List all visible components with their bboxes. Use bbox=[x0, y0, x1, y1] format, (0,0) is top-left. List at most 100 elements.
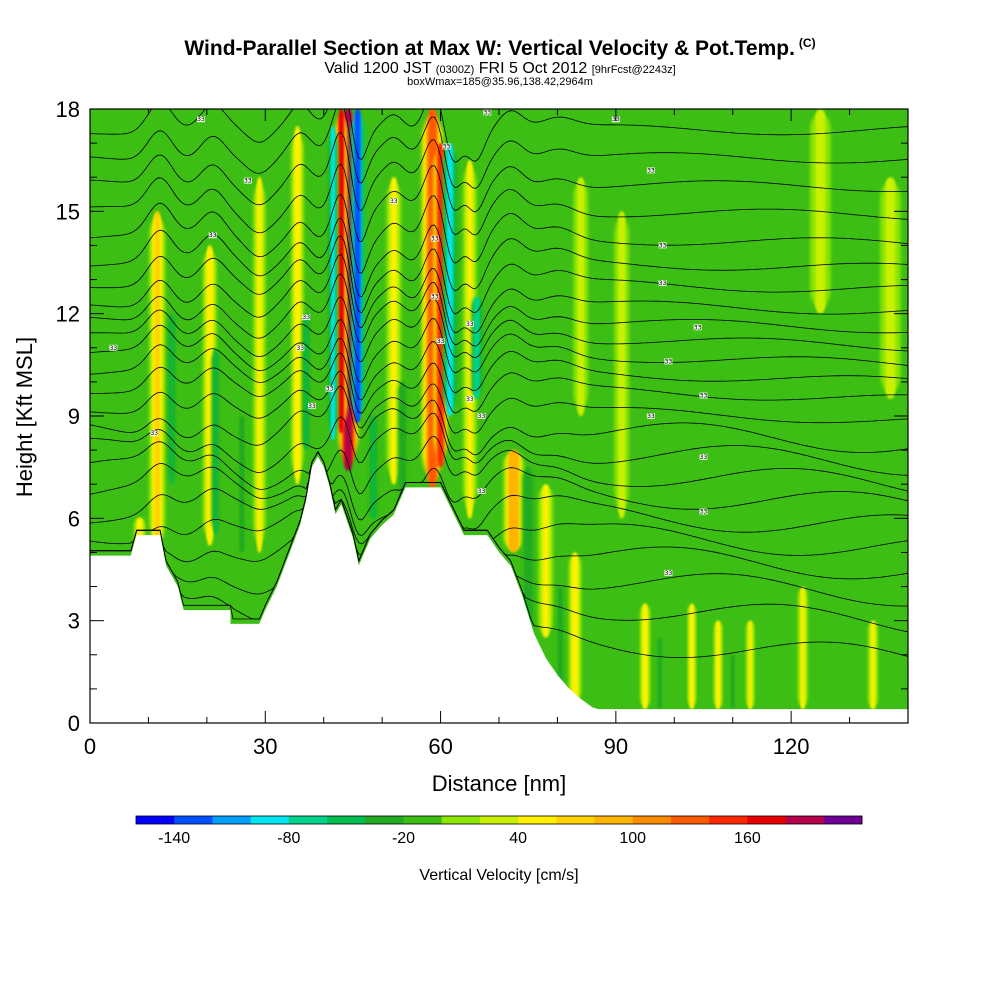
theta-contour-line bbox=[90, 318, 908, 383]
contour-label-text: 33 bbox=[665, 570, 673, 577]
contour-label: 33 bbox=[699, 392, 708, 400]
chart-title: Wind-Parallel Section at Max W: Vertical… bbox=[0, 36, 1000, 61]
colorbar-swatch bbox=[785, 816, 825, 824]
updraft-plume bbox=[688, 603, 695, 710]
contour-label-box bbox=[243, 177, 252, 184]
contour-label-box bbox=[296, 344, 305, 351]
copyright-mark: (C) bbox=[798, 36, 816, 50]
theta-contour-line bbox=[90, 109, 908, 163]
downdraft-plume-level bbox=[658, 637, 662, 710]
contour-label: 33 bbox=[243, 177, 252, 185]
colorbar-swatch bbox=[327, 816, 366, 824]
downdraft-plume-level bbox=[401, 381, 405, 502]
theta-contour-line bbox=[90, 235, 908, 315]
colorbar-title: Vertical Velocity [cm/s] bbox=[419, 867, 578, 884]
x-tick-label: 60 bbox=[428, 734, 452, 759]
contour-label-box bbox=[302, 314, 311, 321]
contour-label-box bbox=[150, 430, 159, 437]
contour-label-text: 33 bbox=[700, 393, 708, 400]
contour-label-text: 33 bbox=[296, 345, 304, 352]
contour-label-box bbox=[658, 242, 667, 249]
contour-label-text: 33 bbox=[326, 386, 334, 393]
contour-label-text: 33 bbox=[390, 198, 398, 205]
updraft-plume bbox=[569, 552, 580, 706]
contour-label: 33 bbox=[208, 232, 217, 239]
downdraft-plume-level bbox=[526, 467, 531, 638]
contour-label-text: 33 bbox=[483, 109, 491, 116]
updraft-plume-level bbox=[391, 177, 397, 485]
velocity-field bbox=[135, 109, 900, 710]
contour-label: 33 bbox=[465, 395, 474, 403]
theta-contour-line bbox=[90, 352, 908, 414]
contour-label-text: 33 bbox=[478, 488, 486, 495]
downdraft-plume-level bbox=[214, 347, 217, 536]
colorbar-frame bbox=[135, 815, 863, 825]
colorbar-tick-label: -20 bbox=[392, 830, 415, 847]
contour-label: 33 bbox=[699, 508, 708, 516]
updraft-plume-level bbox=[467, 160, 472, 519]
contour-label: 33 bbox=[483, 109, 492, 116]
colorbar-swatch bbox=[709, 816, 748, 824]
downdraft-plume bbox=[556, 586, 565, 706]
downdraft-plume bbox=[329, 126, 338, 440]
x-tick-label: 30 bbox=[253, 734, 277, 759]
contour-label: 33 bbox=[197, 116, 205, 123]
updraft-plume-level bbox=[871, 620, 875, 710]
updraft-plume bbox=[615, 211, 628, 519]
y-tick-label: 3 bbox=[68, 609, 80, 634]
utc-time: (0300Z) bbox=[435, 64, 475, 76]
contour-label: 33 bbox=[150, 430, 159, 437]
contour-label-text: 33 bbox=[209, 232, 217, 239]
contour-label-box bbox=[465, 395, 474, 402]
y-tick-label: 6 bbox=[68, 506, 80, 531]
updraft-plume-level bbox=[438, 143, 443, 468]
colorbar-swatch bbox=[212, 816, 252, 824]
plot-area: 33 33 33 33 33 33 33 33 33 33 33 33 33 33 33 33 33 33 33 33… bbox=[89, 108, 909, 724]
terrain-profile bbox=[90, 456, 908, 723]
contour-label: 33 bbox=[658, 280, 667, 287]
contour-label-text: 33 bbox=[443, 144, 451, 151]
contour-label-text: 33 bbox=[647, 167, 655, 174]
colorbar-swatch bbox=[403, 816, 443, 824]
theta-contour-line bbox=[90, 450, 908, 556]
contour-label-text: 33 bbox=[437, 338, 445, 345]
contour-label-text: 33 bbox=[700, 509, 708, 516]
theta-contour-line bbox=[90, 193, 908, 274]
contour-label: 33 bbox=[477, 413, 486, 420]
updraft-plume-level bbox=[887, 177, 894, 399]
x-tick-label: 120 bbox=[773, 734, 810, 759]
contour-label-text: 33 bbox=[665, 358, 673, 365]
updraft-plume-level bbox=[154, 211, 160, 553]
contour-label-text: 33 bbox=[197, 116, 205, 123]
contour-label-box bbox=[477, 413, 486, 419]
downdraft-plume bbox=[523, 467, 534, 638]
theta-contour-line bbox=[90, 217, 908, 298]
colorbar-tick-label: -140 bbox=[158, 830, 190, 847]
contour-label-box bbox=[308, 402, 316, 409]
updraft-plume-level bbox=[339, 109, 344, 434]
contour-label: 33 bbox=[442, 143, 451, 151]
updraft-plume-level bbox=[801, 586, 805, 710]
colorbar-swatch bbox=[747, 816, 786, 824]
theta-contour-line bbox=[90, 450, 908, 580]
y-tick-label: 18 bbox=[56, 97, 80, 122]
downdraft-plume bbox=[398, 381, 407, 502]
downdraft-plume bbox=[351, 109, 364, 423]
contour-label-box bbox=[109, 344, 118, 351]
contour-label-text: 33 bbox=[466, 321, 474, 328]
y-tick-label: 15 bbox=[56, 199, 80, 224]
contour-label: 33 bbox=[477, 488, 486, 495]
y-tick-label: 9 bbox=[68, 404, 80, 429]
updraft-plume bbox=[292, 126, 303, 485]
contour-label-box bbox=[483, 109, 492, 116]
updraft-plume bbox=[254, 177, 265, 553]
contour-label: 33 bbox=[325, 385, 334, 393]
y-axis-title: Height [Kft MSL] bbox=[12, 337, 37, 497]
updraft-plume bbox=[881, 177, 900, 399]
colorbar-swatch bbox=[823, 816, 863, 824]
updraft-plume bbox=[336, 109, 347, 434]
updraft-plume bbox=[810, 109, 830, 314]
colorbar: -140 -80 -20 40 100 160 bbox=[135, 815, 863, 847]
contour-label: 33 bbox=[646, 167, 655, 174]
